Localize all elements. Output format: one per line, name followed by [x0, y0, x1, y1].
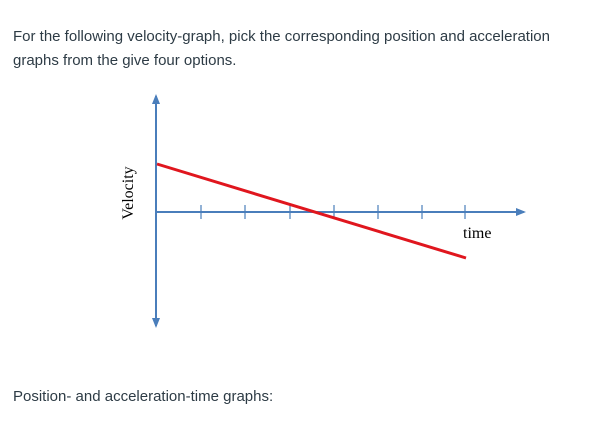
question-prompt: For the following velocity-graph, pick t… [13, 28, 550, 69]
time-axis-label: time [463, 225, 491, 242]
velocity-axis-label: Velocity [120, 166, 137, 219]
velocity-time-graph: Velocity time [110, 88, 540, 332]
velocity-graph-svg: Velocity time [120, 94, 526, 328]
sub-prompt: Position- and acceleration-time graphs: [13, 388, 274, 405]
velocity-line [156, 162, 467, 260]
